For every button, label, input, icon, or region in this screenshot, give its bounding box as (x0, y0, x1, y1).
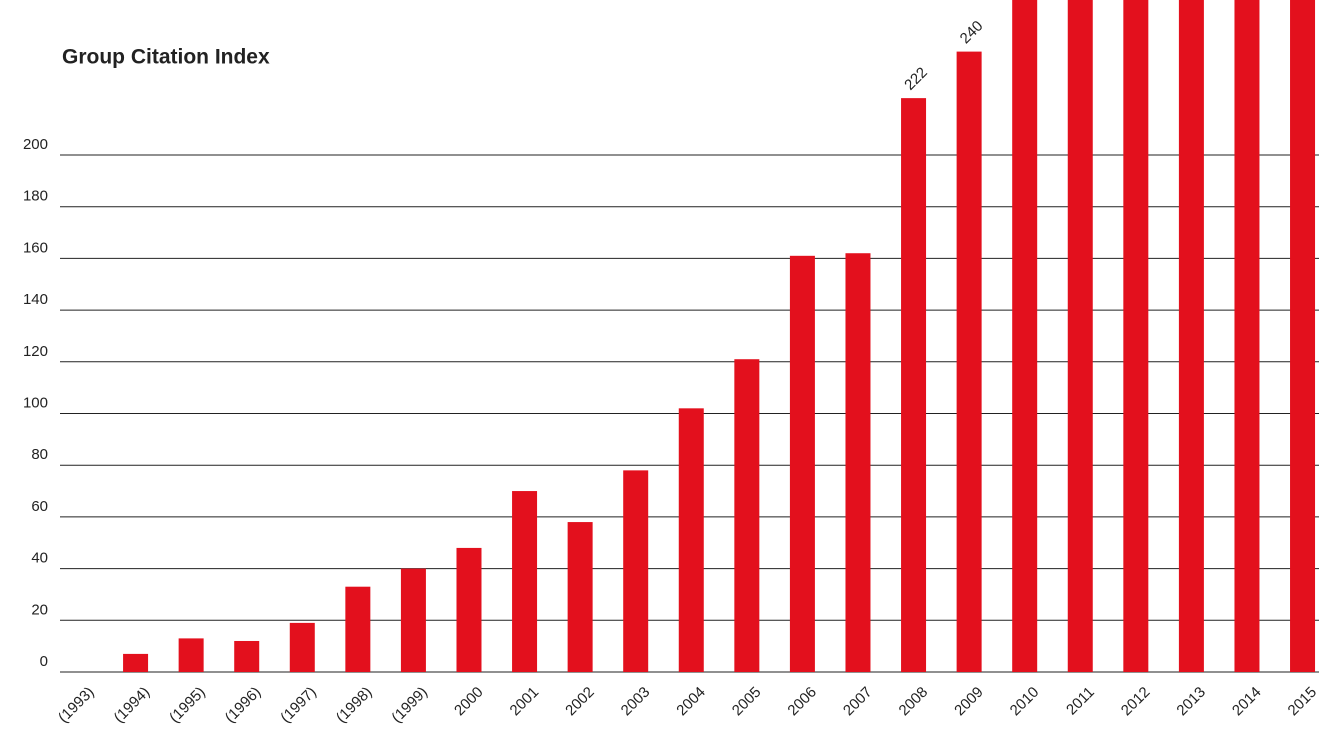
x-tick-label: 2005 (729, 684, 765, 720)
bar (400, 568, 426, 672)
x-tick-label: 2007 (840, 684, 876, 720)
bar (1178, 0, 1204, 673)
x-tick-label: 2004 (673, 684, 709, 720)
y-tick-label: 60 (31, 498, 48, 515)
x-tick-label: 2011 (1063, 684, 1098, 719)
x-tick-label: 2001 (507, 684, 543, 720)
y-tick-label: 80 (31, 446, 48, 463)
y-tick-label: 180 (23, 188, 48, 205)
x-tick-label: 2010 (1007, 684, 1043, 720)
x-tick-label: (1997) (277, 684, 320, 727)
x-tick-label: 2015 (1285, 684, 1319, 720)
bar (289, 622, 315, 672)
y-tick-label: 0 (40, 653, 48, 670)
bar (345, 586, 371, 672)
y-tick-label: 20 (31, 601, 48, 618)
y-tick-label: 40 (31, 550, 48, 567)
x-tick-label: (1996) (222, 684, 265, 727)
bar (456, 547, 482, 672)
bar (1290, 0, 1316, 673)
bar (845, 253, 871, 673)
x-tick-label: 2014 (1229, 684, 1265, 720)
bar (678, 408, 704, 672)
x-tick-label: 2009 (951, 684, 987, 720)
x-tick-label: 2002 (562, 684, 598, 720)
bar (1123, 0, 1149, 673)
x-tick-label: (1994) (111, 684, 154, 727)
bar (734, 359, 760, 672)
x-tick-label: 2003 (618, 684, 654, 720)
x-tick-label: 2008 (896, 684, 932, 720)
data-label: 240 (957, 18, 987, 48)
data-label: 222 (901, 64, 931, 94)
bar (567, 522, 593, 672)
bar (512, 491, 538, 672)
bar (901, 98, 927, 672)
chart-title: Group Citation Index (62, 46, 270, 69)
bar (1234, 0, 1260, 672)
x-tick-label: 2012 (1118, 684, 1154, 720)
y-tick-label: 120 (23, 343, 48, 360)
x-tick-label: (1995) (166, 684, 209, 727)
y-tick-label: 140 (23, 291, 48, 308)
x-tick-label: (1999) (388, 684, 431, 727)
bar (956, 51, 982, 673)
x-tick-label: (1993) (55, 684, 98, 727)
bar (178, 638, 204, 672)
bar (623, 470, 649, 672)
bar (1067, 0, 1093, 672)
y-tick-label: 160 (23, 239, 48, 256)
y-tick-label: 100 (23, 394, 48, 411)
bar (789, 255, 815, 672)
bar (123, 653, 149, 672)
y-tick-label: 200 (23, 136, 48, 153)
x-tick-label: 2000 (451, 684, 487, 720)
x-tick-label: 2006 (784, 684, 820, 720)
x-tick-label: 2013 (1173, 684, 1209, 720)
bar (234, 640, 260, 672)
x-tick-label: (1998) (333, 684, 376, 727)
bar (1012, 0, 1038, 672)
